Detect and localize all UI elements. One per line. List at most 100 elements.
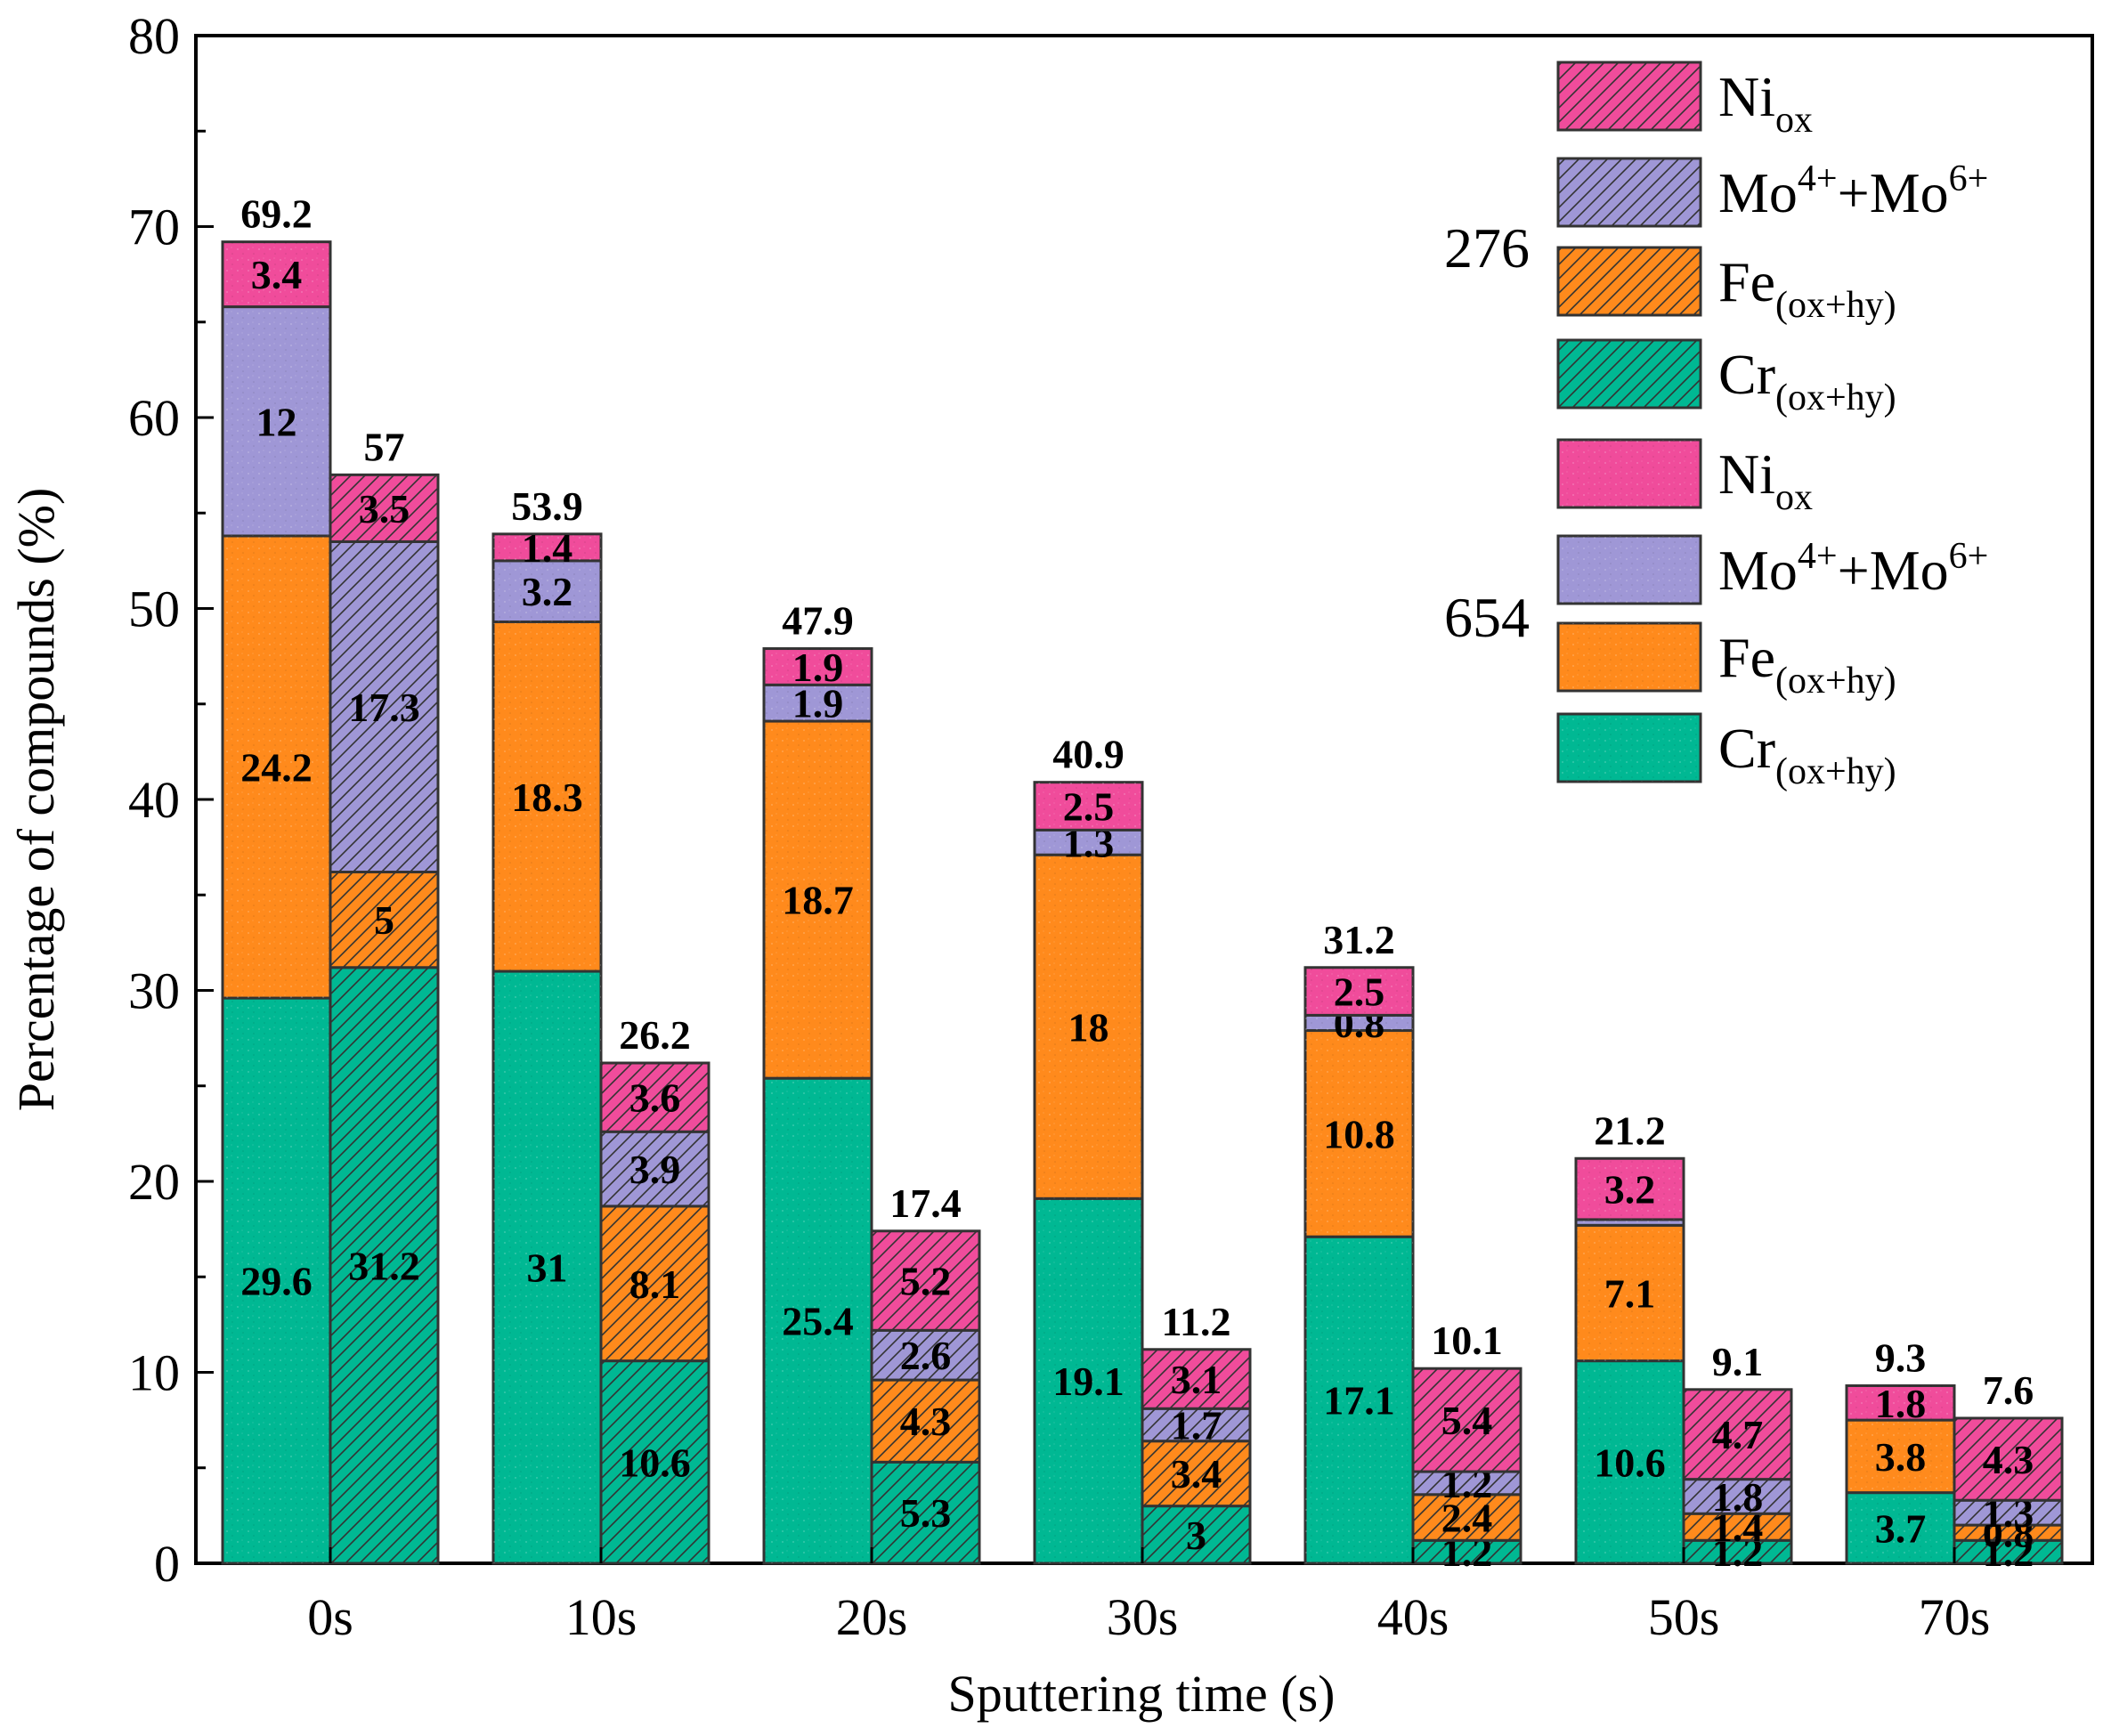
bar-276-20s-mo-texture <box>872 1330 979 1381</box>
bar-276-50s-cr-texture <box>1684 1540 1791 1563</box>
bar-276-20s-cr-texture <box>872 1462 979 1563</box>
segment-label: 4.3 <box>1983 1437 2034 1482</box>
bar-654-30s-mo-texture <box>1035 830 1142 856</box>
x-tick-label: 10s <box>565 1588 637 1646</box>
x-axis: 0s 10s 20s 30s 40s 50s 70s <box>307 1547 1990 1646</box>
bar-276-0s-fe-texture <box>330 872 438 968</box>
y-tick-label: 70 <box>128 199 180 256</box>
total-label: 53.9 <box>511 483 583 529</box>
legend-label-name: Mo <box>1718 539 1798 602</box>
segment-label: 18.3 <box>511 775 583 820</box>
segment-label: 1.9 <box>792 681 844 726</box>
bar-654-0s-mo-texture <box>223 306 330 536</box>
segment-label: 3.5 <box>359 486 410 531</box>
bar-654-0s-fe-texture <box>223 535 330 999</box>
segment-label: 3.4 <box>251 252 303 297</box>
bar-276-70s-fe-texture <box>1954 1525 2062 1541</box>
bar-276-10s-fe-texture <box>601 1205 709 1361</box>
segment-label: 31 <box>527 1245 568 1291</box>
bar-654-70s-fe-texture <box>1847 1420 1954 1493</box>
segment-label: 18 <box>1068 1004 1109 1050</box>
legend-label-name: Mo <box>1718 161 1798 224</box>
legend-swatch-texture <box>1558 340 1701 408</box>
bar-654-10s-cr-texture <box>493 971 601 1563</box>
bar-276-30s-fe-texture <box>1142 1440 1250 1506</box>
bar-276-70s-ni-texture <box>1954 1417 2062 1501</box>
bar-654-10s-mo-texture <box>493 560 601 622</box>
segment-label: 2.4 <box>1441 1496 1493 1541</box>
segment-label: 2.5 <box>1063 784 1115 830</box>
segment-label: 1.7 <box>1171 1402 1222 1448</box>
bar-654-40s-mo-texture <box>1305 1015 1413 1031</box>
bar-654-20s-fe-texture <box>764 721 872 1079</box>
bars-layer: 29.624.2123.469.23118.33.21.453.925.418.… <box>221 191 2064 1575</box>
x-tick-label: 0s <box>307 1588 353 1646</box>
segment-label: 24.2 <box>240 745 313 791</box>
bar-654-10s-fe-texture <box>493 621 601 972</box>
bar-276-40s-fe-texture <box>1413 1494 1521 1541</box>
segment-label: 5.2 <box>900 1259 952 1304</box>
bar-276-10s-ni-texture <box>601 1063 709 1132</box>
segment-label: 3 <box>1186 1513 1206 1558</box>
bar-654-20s-cr-texture <box>764 1078 872 1563</box>
total-label: 7.6 <box>1983 1367 2034 1413</box>
bar-276-40s-mo-texture <box>1413 1472 1521 1495</box>
segment-label: 10.6 <box>1594 1440 1666 1485</box>
x-tick-label: 70s <box>1919 1588 1991 1646</box>
bar-654-30s-ni-texture <box>1035 782 1142 831</box>
legend-label-superscript: 4+ <box>1798 158 1838 199</box>
total-label: 9.3 <box>1875 1335 1927 1381</box>
segment-label: 31.2 <box>348 1243 420 1288</box>
segment-label: 3.2 <box>1604 1167 1656 1213</box>
legend-label-subscript: (ox+hy) <box>1775 285 1896 326</box>
segment-label: 7.1 <box>1604 1270 1656 1316</box>
legend: NioxMo4++Mo6+Fe(ox+hy)Cr(ox+hy)NioxMo4++… <box>1444 61 1989 792</box>
legend-label-name: Ni <box>1718 65 1775 128</box>
bar-276-30s-cr-texture <box>1142 1505 1250 1563</box>
bar-654-40s-cr-texture <box>1305 1237 1413 1563</box>
y-axis: 0 10 20 30 40 50 60 70 80 <box>128 7 214 1593</box>
legend-label-superscript: 6+ <box>1949 158 1989 199</box>
segment-label: 10.6 <box>619 1440 691 1485</box>
bar-654-40s-ni-texture <box>1305 967 1413 1016</box>
legend-swatch-texture <box>1558 62 1701 130</box>
bar-654-50s-cr-texture <box>1576 1360 1684 1563</box>
y-tick-label: 80 <box>128 7 180 65</box>
segment-label: 3.1 <box>1171 1357 1222 1402</box>
segment-label: 3.4 <box>1171 1451 1222 1497</box>
x-tick-label: 40s <box>1377 1588 1449 1646</box>
bar-654-0s-ni-texture <box>223 241 330 307</box>
bar-654-10s-ni-texture <box>493 533 601 561</box>
legend-swatch-texture <box>1558 536 1701 604</box>
segment-label: 18.7 <box>782 878 854 923</box>
segment-label: 2.5 <box>1334 969 1385 1015</box>
y-tick-label: 40 <box>128 771 180 829</box>
legend-label-654-mo: Mo4++Mo6+ <box>1718 536 1988 602</box>
bar-276-50s-mo-texture <box>1684 1479 1791 1514</box>
segment-label: 5 <box>374 897 394 943</box>
bar-654-20s-ni-texture <box>764 648 872 685</box>
total-label: 9.1 <box>1712 1339 1764 1384</box>
total-label: 31.2 <box>1323 917 1395 962</box>
bar-654-20s-mo-texture <box>764 685 872 722</box>
legend-label-name: Cr <box>1718 717 1775 780</box>
bar-654-50s-mo-texture <box>1576 1219 1684 1226</box>
legend-label-name: Fe <box>1718 626 1775 689</box>
legend-swatch-texture <box>1558 623 1701 691</box>
segment-label: 8.1 <box>629 1261 681 1307</box>
bar-654-70s-cr-texture <box>1847 1492 1954 1563</box>
y-tick-label: 50 <box>128 580 180 638</box>
legend-label-subscript: (ox+hy) <box>1775 377 1896 418</box>
legend-label-subscript: ox <box>1775 100 1813 141</box>
segment-label: 17.1 <box>1323 1378 1395 1424</box>
y-tick-label: 20 <box>128 1153 180 1211</box>
bar-654-30s-fe-texture <box>1035 855 1142 1199</box>
total-label: 47.9 <box>782 598 854 644</box>
legend-label-name: Cr <box>1718 343 1775 406</box>
x-tick-label: 20s <box>836 1588 908 1646</box>
segment-label: 3.6 <box>629 1075 681 1121</box>
segment-label: 19.1 <box>1052 1359 1125 1404</box>
segment-label: 2.6 <box>900 1333 952 1378</box>
legend-swatch-texture <box>1558 158 1701 226</box>
